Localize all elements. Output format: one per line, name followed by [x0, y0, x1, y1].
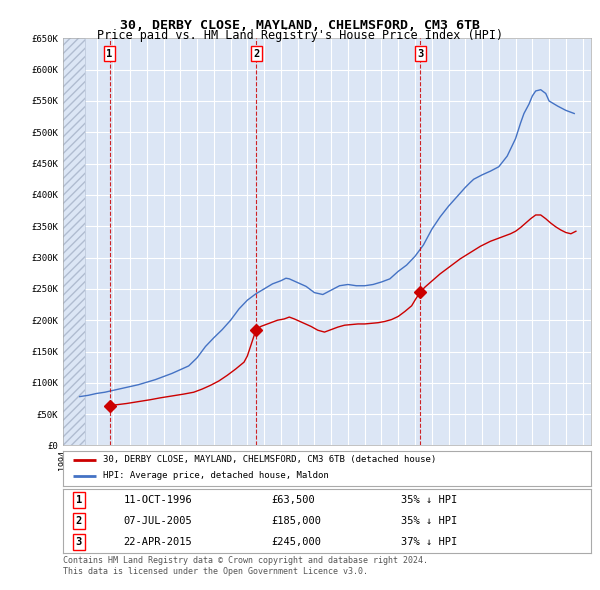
Bar [63, 38, 85, 445]
Text: 2: 2 [253, 48, 259, 58]
Text: Price paid vs. HM Land Registry's House Price Index (HPI): Price paid vs. HM Land Registry's House … [97, 30, 503, 42]
Text: 37% ↓ HPI: 37% ↓ HPI [401, 537, 457, 547]
Text: Contains HM Land Registry data © Crown copyright and database right 2024.
This d: Contains HM Land Registry data © Crown c… [63, 556, 428, 576]
Text: 07-JUL-2005: 07-JUL-2005 [124, 516, 193, 526]
Text: 30, DERBY CLOSE, MAYLAND, CHELMSFORD, CM3 6TB: 30, DERBY CLOSE, MAYLAND, CHELMSFORD, CM… [120, 19, 480, 32]
Text: 30, DERBY CLOSE, MAYLAND, CHELMSFORD, CM3 6TB (detached house): 30, DERBY CLOSE, MAYLAND, CHELMSFORD, CM… [103, 455, 436, 464]
Text: 35% ↓ HPI: 35% ↓ HPI [401, 495, 457, 505]
Text: 11-OCT-1996: 11-OCT-1996 [124, 495, 193, 505]
Text: 1: 1 [106, 48, 113, 58]
Text: 22-APR-2015: 22-APR-2015 [124, 537, 193, 547]
Text: £185,000: £185,000 [272, 516, 322, 526]
Text: 2: 2 [76, 516, 82, 526]
Text: 3: 3 [417, 48, 424, 58]
Text: £63,500: £63,500 [272, 495, 316, 505]
Text: 1: 1 [76, 495, 82, 505]
Text: HPI: Average price, detached house, Maldon: HPI: Average price, detached house, Mald… [103, 471, 328, 480]
Text: 3: 3 [76, 537, 82, 547]
Text: 35% ↓ HPI: 35% ↓ HPI [401, 516, 457, 526]
Text: £245,000: £245,000 [272, 537, 322, 547]
